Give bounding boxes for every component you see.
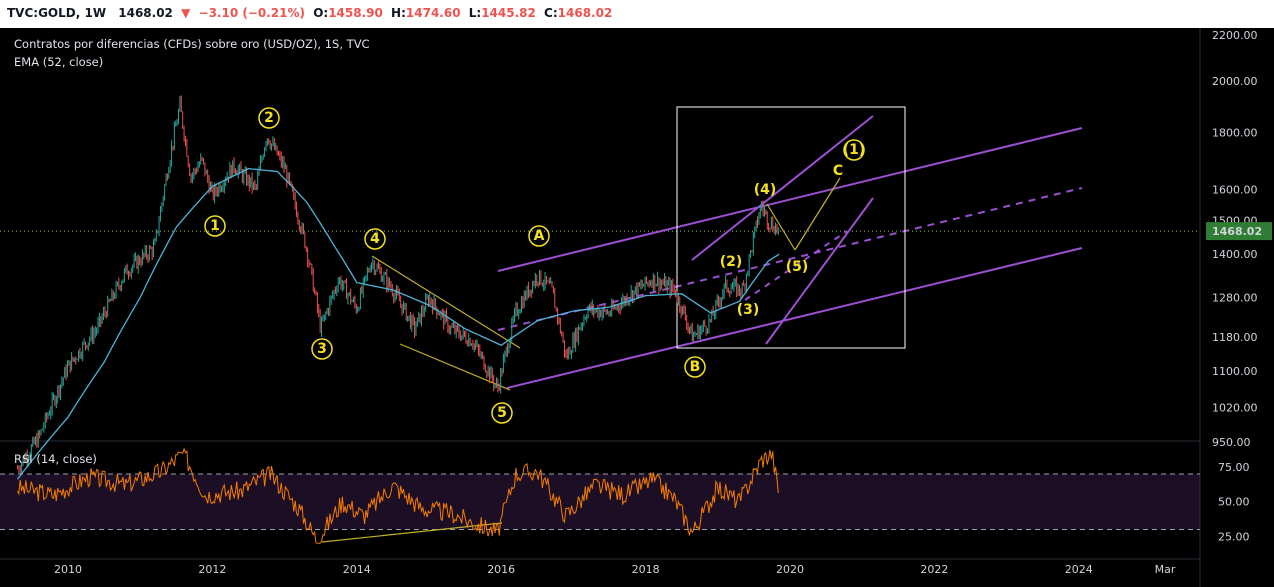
time-tick-label: 2012	[198, 563, 226, 576]
time-tick-label: 2018	[632, 563, 660, 576]
wave-labels: 1 2 3 4 5 A B (1) (2) (3) (4) (5) C	[204, 107, 866, 424]
time-tick-label: 2016	[487, 563, 515, 576]
wave-label-circle	[684, 356, 706, 378]
price-tick-label: 1020.00	[1212, 402, 1258, 415]
wave-label: (4)	[754, 182, 777, 198]
time-axis[interactable]: 2010 2012 2014 2016 2018 2020 2022 2024 Mar	[54, 563, 1176, 576]
wave-label-circle	[528, 225, 550, 247]
rsi-tick-label: 75.00	[1218, 461, 1250, 474]
wave-label: 4	[370, 231, 380, 247]
symbol-name[interactable]: TVC:GOLD, 1W	[7, 6, 107, 20]
ema-legend: EMA (52, close)	[14, 55, 103, 69]
trend-line	[497, 187, 1083, 331]
trend-line	[794, 177, 841, 251]
rsi-series	[17, 447, 779, 544]
low-label: L:	[468, 6, 482, 20]
price-tick-label: 1400.00	[1212, 248, 1258, 261]
rsi-line	[17, 447, 779, 544]
wave-label: C	[833, 163, 843, 179]
price-tick-label: 1100.00	[1212, 365, 1258, 378]
last-price: 1468.02	[118, 6, 173, 20]
rsi-tick-label: 25.00	[1218, 530, 1250, 543]
price-axis[interactable]: 2200.002000.001800.001600.001500.001400.…	[1206, 29, 1272, 449]
time-tick-label: 2020	[776, 563, 804, 576]
trend-line	[691, 115, 874, 261]
trend-line	[497, 127, 1083, 272]
time-tick-label: 2022	[920, 563, 948, 576]
high-value: 1474.60	[405, 6, 461, 20]
open-label: O:	[313, 6, 329, 20]
wave-label: 5	[497, 405, 507, 421]
price-series	[16, 95, 780, 480]
rsi-legend: RSI (14, close)	[14, 452, 97, 466]
wave-label: (3)	[737, 302, 760, 318]
channel-lines	[321, 106, 1083, 543]
wave-label-circle	[843, 139, 865, 161]
wave-label: 1	[210, 218, 220, 234]
price-tick-label: 1280.00	[1212, 292, 1258, 305]
trend-line	[399, 343, 511, 391]
price-tick-label: 1800.00	[1212, 126, 1258, 139]
down-arrow-icon: ▼	[181, 6, 191, 20]
wave-label-circle	[491, 402, 513, 424]
time-tick-label: 2014	[343, 563, 371, 576]
last-price-tag	[1206, 222, 1272, 241]
symbol-header: TVC:GOLD, 1W 1468.02 ▼ −3.10 (−0.21%) O:…	[0, 0, 1274, 28]
close-label: C:	[544, 6, 558, 20]
rsi-tick-label: 50.00	[1218, 496, 1250, 509]
trend-line	[766, 203, 796, 251]
price-tick-label: 950.00	[1212, 436, 1251, 449]
time-tick-label: 2024	[1065, 563, 1093, 576]
wave-label-circle	[311, 338, 333, 360]
ema-line	[16, 167, 780, 480]
trend-line	[765, 197, 874, 345]
open-value: 1458.90	[328, 6, 383, 20]
trend-line	[506, 247, 1083, 389]
grid	[0, 28, 1201, 587]
wave-label: (5)	[786, 259, 809, 275]
price-tick-label: 1600.00	[1212, 183, 1258, 196]
price-tick-label: 1180.00	[1212, 331, 1258, 344]
chart-area[interactable]: 1 2 3 4 5 A B (1) (2) (3) (4) (5) C 2200.00 2000.00 18…	[0, 28, 1274, 587]
wave-label: (1)	[843, 142, 866, 158]
chart-title: Contratos por diferencias (CFDs) sobre o…	[14, 37, 370, 51]
close-value: 1468.02	[557, 6, 613, 20]
wave-label: B	[690, 359, 701, 375]
rsi-axis[interactable]: 75.00 50.00 25.00	[1218, 461, 1250, 543]
wave-label: (2)	[720, 254, 743, 270]
high-label: H:	[391, 6, 406, 20]
focus-box	[676, 106, 906, 349]
trend-line	[744, 230, 848, 301]
trend-line	[371, 255, 521, 349]
price-tick-label: 2200.00	[1212, 29, 1258, 42]
wave-label-circle	[364, 228, 386, 250]
wave-label-circle	[258, 107, 280, 129]
time-tick-label: Mar	[1155, 563, 1176, 576]
low-value: 1445.82	[481, 6, 536, 20]
price-tick-label: 2000.00	[1212, 75, 1258, 88]
wave-label-circle	[204, 215, 226, 237]
last-price-tag-label: 1468.02	[1212, 225, 1262, 238]
wave-label: 3	[317, 341, 327, 357]
rsi-band	[0, 473, 1200, 530]
wave-label: 2	[264, 110, 274, 126]
price-change: −3.10 (−0.21%)	[198, 6, 306, 20]
time-tick-label: 2010	[54, 563, 82, 576]
wave-label: A	[534, 228, 545, 244]
